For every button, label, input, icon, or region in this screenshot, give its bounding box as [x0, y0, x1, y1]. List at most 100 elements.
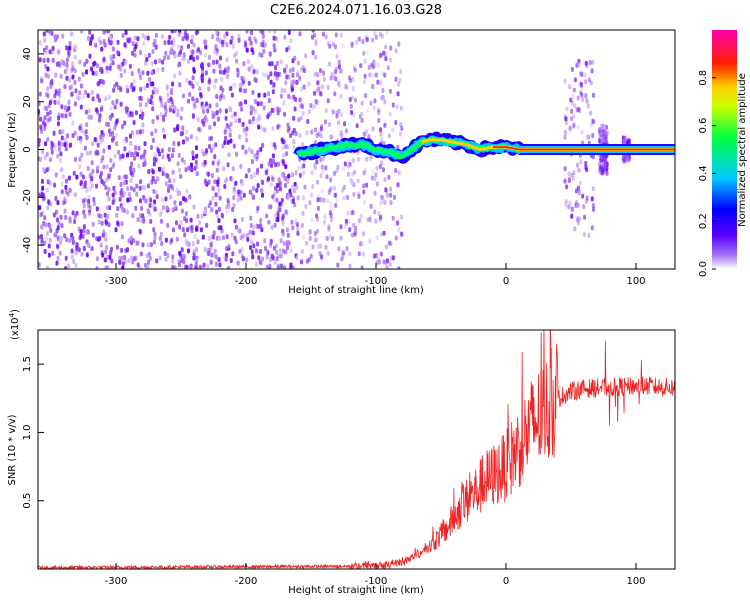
noise-cell — [143, 197, 147, 203]
noise-cell — [213, 154, 217, 160]
noise-cell — [65, 62, 69, 68]
noise-cell — [178, 223, 182, 229]
noise-cell — [184, 136, 188, 142]
noise-cell — [57, 49, 61, 55]
noise-cell — [191, 114, 195, 120]
noise-cell — [61, 174, 65, 180]
noise-cell — [143, 149, 147, 155]
noise-cell — [186, 227, 190, 233]
noise-cell — [251, 185, 255, 191]
noise-cell — [294, 218, 298, 224]
burst-cell — [563, 178, 567, 184]
noise-cell — [257, 113, 261, 119]
noise-cell — [137, 163, 141, 169]
noise-cell — [248, 189, 252, 195]
noise-cell — [355, 39, 359, 45]
noise-cell — [250, 239, 254, 245]
noise-cell — [88, 53, 92, 59]
noise-cell — [283, 144, 287, 150]
noise-cell — [329, 205, 333, 211]
noise-cell — [212, 59, 216, 65]
noise-cell — [39, 212, 43, 218]
noise-cell — [316, 205, 320, 211]
noise-cell — [221, 143, 225, 149]
noise-cell — [328, 154, 332, 160]
noise-cell — [165, 205, 169, 211]
noise-cell — [60, 182, 64, 188]
noise-cell — [53, 144, 57, 150]
noise-cell — [140, 107, 144, 113]
noise-cell — [79, 104, 83, 110]
noise-cell — [38, 142, 41, 148]
noise-cell — [79, 179, 83, 185]
noise-cell — [95, 256, 99, 262]
noise-cell — [180, 247, 184, 253]
noise-cell — [50, 30, 54, 36]
noise-cell — [63, 208, 67, 214]
noise-cell — [150, 70, 154, 76]
noise-cell — [107, 128, 111, 134]
noise-cell — [161, 154, 165, 160]
noise-cell — [126, 88, 130, 94]
noise-cell — [151, 81, 155, 87]
noise-cell — [218, 262, 222, 268]
noise-cell — [383, 187, 387, 193]
noise-cell — [201, 69, 205, 75]
noise-cell — [180, 258, 184, 264]
noise-cell — [173, 203, 177, 209]
noise-cell — [71, 235, 75, 241]
noise-cell — [125, 174, 129, 180]
noise-cell — [380, 160, 384, 166]
noise-cell — [371, 84, 375, 90]
noise-cell — [203, 53, 207, 59]
noise-cell — [360, 117, 364, 123]
noise-cell — [102, 30, 106, 35]
noise-cell — [96, 142, 100, 148]
burst-cell — [570, 108, 574, 114]
noise-cell — [217, 187, 221, 193]
noise-cell — [175, 236, 179, 242]
noise-cell — [113, 83, 117, 89]
noise-cell — [65, 75, 69, 81]
noise-cell — [138, 129, 142, 135]
x-tick-label: 0 — [503, 276, 509, 287]
noise-cell — [252, 243, 256, 249]
burst-cell — [568, 176, 572, 182]
noise-cell — [171, 169, 175, 175]
noise-cell — [307, 108, 311, 114]
burst-cell — [582, 204, 586, 210]
noise-cell — [353, 67, 357, 73]
noise-cell — [172, 177, 176, 183]
noise-cell — [245, 47, 249, 53]
noise-cell — [191, 83, 195, 89]
noise-cell — [85, 58, 89, 64]
burst-cell — [599, 155, 603, 161]
noise-cell — [320, 164, 324, 170]
noise-cell — [360, 39, 364, 45]
noise-cell — [160, 148, 164, 154]
noise-cell — [212, 252, 216, 258]
noise-cell — [85, 69, 89, 75]
noise-cell — [225, 177, 229, 183]
noise-cell — [302, 234, 306, 240]
noise-cell — [217, 217, 221, 223]
noise-cell — [82, 203, 86, 209]
noise-cell — [88, 186, 92, 192]
noise-cell — [164, 196, 168, 202]
noise-cell — [337, 59, 341, 65]
noise-cell — [281, 214, 285, 220]
noise-cell — [39, 129, 43, 135]
noise-cell — [343, 121, 347, 127]
noise-cell — [329, 134, 333, 140]
noise-cell — [329, 213, 333, 219]
burst-cell — [570, 213, 574, 219]
noise-cell — [108, 173, 112, 179]
noise-cell — [331, 236, 335, 242]
noise-cell — [100, 250, 104, 256]
burst-cell — [577, 58, 581, 64]
noise-cell — [105, 164, 109, 170]
noise-cell — [304, 203, 308, 209]
noise-cell — [171, 147, 175, 153]
